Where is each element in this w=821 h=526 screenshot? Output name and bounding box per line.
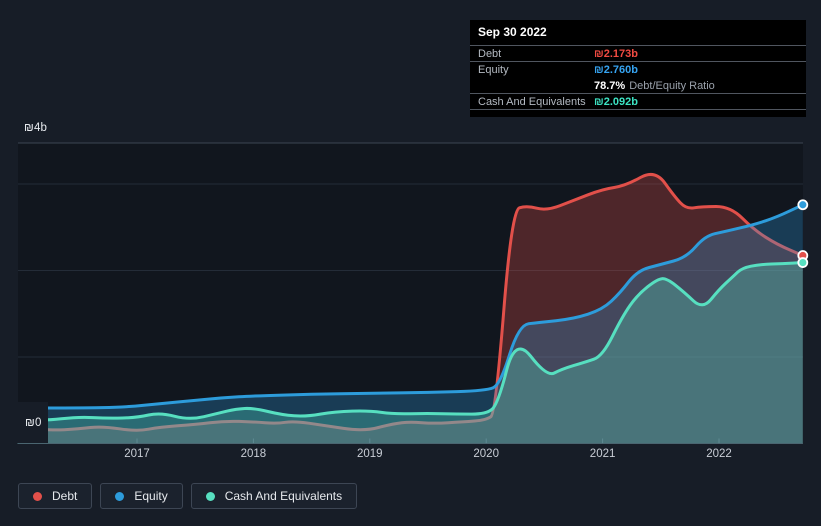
x-axis-label: 2019 — [357, 448, 383, 460]
y-axis-label-top: ₪4b — [24, 122, 48, 134]
tooltip-row-ratio: 78.7% Debt/Equity Ratio — [470, 78, 806, 94]
legend-label-equity: Equity — [134, 489, 168, 503]
legend-item-equity[interactable]: Equity — [100, 483, 183, 509]
tooltip-cash-value: ₪2.092b — [594, 95, 638, 108]
legend-label-debt: Debt — [52, 489, 78, 503]
tooltip: Sep 30 2022 Debt ₪2.173b Equity ₪2.760b … — [470, 20, 806, 117]
tooltip-row-equity: Equity ₪2.760b — [470, 62, 806, 78]
tooltip-equity-label: Equity — [478, 64, 509, 76]
tooltip-date: Sep 30 2022 — [470, 20, 806, 46]
equity-swatch-icon — [115, 491, 125, 501]
tooltip-ratio-label: Debt/Equity Ratio — [629, 79, 715, 92]
legend-item-cash[interactable]: Cash And Equivalents — [190, 483, 358, 509]
tooltip-debt-label: Debt — [478, 47, 502, 60]
x-axis-label: 2022 — [706, 448, 732, 460]
x-axis-label: 2018 — [240, 448, 267, 460]
legend-item-debt[interactable]: Debt — [18, 483, 93, 509]
tooltip-ratio-value: 78.7% — [594, 79, 626, 92]
tooltip-ratio: 78.7% Debt/Equity Ratio — [594, 80, 715, 92]
legend-label-cash: Cash And Equivalents — [224, 489, 343, 503]
tooltip-equity-value: ₪2.760b — [594, 64, 638, 76]
legend: Debt Equity Cash And Equivalents — [18, 483, 358, 509]
tooltip-row-cash: Cash And Equivalents ₪2.092b — [470, 94, 806, 110]
tooltip-debt-value: ₪2.173b — [594, 47, 638, 60]
x-axis-label: 2021 — [589, 448, 616, 460]
tooltip-cash-label: Cash And Equivalents — [478, 95, 586, 108]
cash-swatch-icon — [205, 491, 215, 501]
y-axis-label-zero: ₪0 — [0, 402, 48, 443]
x-axis-label: 2017 — [124, 448, 150, 460]
x-axis-label: 2020 — [473, 448, 499, 460]
tooltip-row-debt: Debt ₪2.173b — [470, 46, 806, 62]
debt-swatch-icon — [33, 491, 42, 501]
